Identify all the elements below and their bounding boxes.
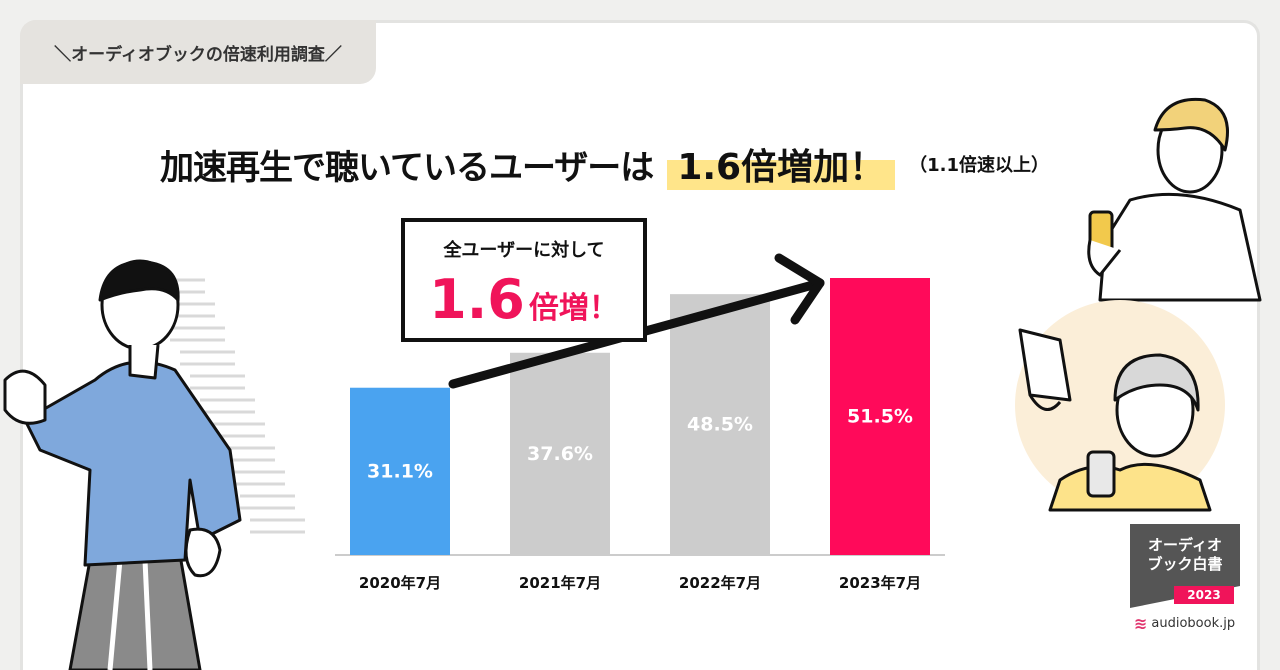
- bar-2023: [830, 278, 930, 555]
- headline-main: 加速再生で聴いているユーザーは: [160, 147, 654, 188]
- bar-2020: [350, 387, 450, 555]
- value-label-2023: 51.5%: [847, 406, 913, 428]
- callout-multiplier: 1.6 倍増！: [405, 268, 643, 331]
- bar-2021: [510, 352, 610, 555]
- badge-title-line1: オーディオ: [1148, 536, 1222, 554]
- bar-2022: [670, 294, 770, 555]
- headline-note: （1.1倍速以上）: [909, 155, 1049, 176]
- badge-year: 2023: [1187, 588, 1221, 602]
- runner-illustration-icon: [3, 259, 242, 670]
- category-label-2021: 2021年7月: [519, 574, 601, 592]
- woman-reading-illustration-icon: [1015, 300, 1225, 512]
- badge-title: オーディオ ブック白書: [1130, 536, 1240, 574]
- category-label-2022: 2022年7月: [679, 574, 761, 592]
- callout-box: 全ユーザーに対して 1.6 倍増！: [401, 218, 647, 342]
- value-label-2020: 31.1%: [367, 460, 433, 482]
- site-url: audiobook.jp: [1151, 616, 1236, 631]
- category-label-2023: 2023年7月: [839, 574, 921, 592]
- callout-suffix: 倍増！: [528, 291, 619, 326]
- badge-shape-icon: [1130, 524, 1240, 608]
- audiobook-logo-icon: ≋: [1134, 614, 1148, 633]
- value-label-2022: 48.5%: [687, 414, 753, 436]
- speed-lines-icon: [150, 278, 305, 534]
- callout-line1: 全ユーザーに対して: [443, 240, 605, 261]
- badge-title-line2: ブック白書: [1147, 555, 1223, 573]
- category-label-2020: 2020年7月: [359, 574, 441, 592]
- headline-highlight: 1.6倍増加！: [667, 138, 896, 190]
- survey-tag: ＼オーディオブックの倍速利用調査／: [20, 20, 376, 84]
- value-label-2021: 37.6%: [527, 443, 593, 465]
- site-brand: ≋ audiobook.jp: [1134, 614, 1235, 633]
- man-with-phone-illustration-icon: [1087, 97, 1262, 302]
- audiobook-whitepaper-badge: オーディオ ブック白書 2023: [1130, 524, 1240, 608]
- callout-big-number: 1.6: [429, 268, 525, 331]
- headline: 加速再生で聴いているユーザーは 1.6倍増加！ （1.1倍速以上）: [160, 138, 1049, 190]
